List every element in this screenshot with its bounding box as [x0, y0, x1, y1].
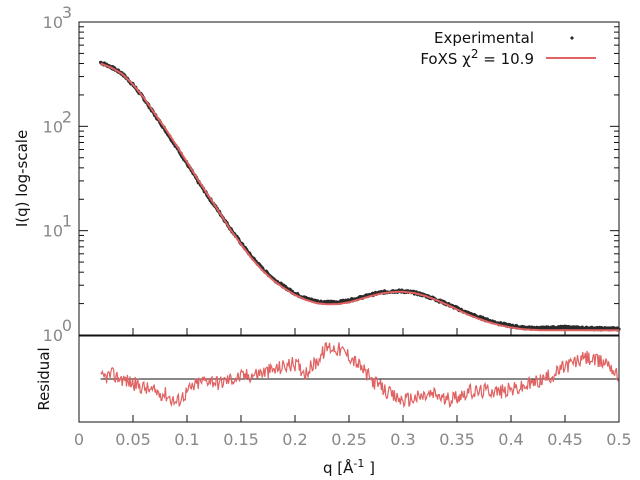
y-tick-base: 10	[43, 326, 63, 345]
legend-label-experimental: Experimental	[434, 29, 534, 47]
legend-marker-experimental	[570, 36, 574, 40]
experimental-points	[99, 60, 621, 332]
y-tick-exponent: 2	[62, 107, 72, 126]
y-tick-label: 10	[43, 117, 63, 136]
x-tick-label: 0.25	[331, 430, 367, 449]
experimental-point	[541, 326, 546, 330]
legend-label-foxs: FoXS χ2 = 10.9	[420, 47, 534, 68]
legend-foxs-sup: 2	[471, 47, 479, 61]
x-tick-label: 0.05	[115, 430, 151, 449]
legend-foxs-suffix: = 10.9	[478, 50, 534, 68]
x-tick-label: 0.5	[606, 430, 631, 449]
x-tick-label: 0.1	[174, 430, 199, 449]
residual-axis-label: Residual	[35, 347, 53, 410]
experimental-point	[563, 325, 567, 330]
x-tick-label: 0.2	[282, 430, 307, 449]
x-label-close: ]	[364, 459, 375, 477]
experimental-point	[574, 326, 578, 330]
x-axis-label: q [Å-1 ]	[323, 457, 375, 477]
x-tick-label: 0.35	[439, 430, 475, 449]
y-tick-exponent: 0	[62, 316, 72, 335]
experimental-point	[585, 326, 589, 330]
x-label-base: q [Å	[323, 458, 354, 477]
experimental-point	[552, 326, 556, 330]
x-tick-label: 0	[74, 430, 84, 449]
legend-foxs-chi: χ	[462, 50, 471, 68]
x-tick-label: 0.4	[498, 430, 523, 449]
y-tick-base: 10	[43, 117, 63, 136]
legend-foxs-prefix: FoXS	[420, 50, 462, 68]
x-tick-label: 0.45	[547, 430, 583, 449]
y-tick-base: 10	[43, 13, 63, 32]
y-tick-label: 10	[43, 13, 63, 32]
residual-line	[100, 341, 619, 409]
y-tick-label: 10	[43, 222, 63, 241]
y-axis-label: I(q) log-scale	[13, 130, 31, 227]
x-tick-label: 0.15	[223, 430, 259, 449]
y-tick-base: 10	[43, 222, 63, 241]
x-label-sup: -1	[353, 457, 364, 470]
y-tick-exponent: 3	[62, 3, 72, 22]
y-tick-exponent: 1	[62, 212, 72, 231]
foxs-fit-line	[100, 62, 619, 332]
main-plot-frame	[78, 21, 620, 336]
x-tick-label: 0.3	[390, 430, 415, 449]
y-tick-label: 10	[43, 326, 63, 345]
